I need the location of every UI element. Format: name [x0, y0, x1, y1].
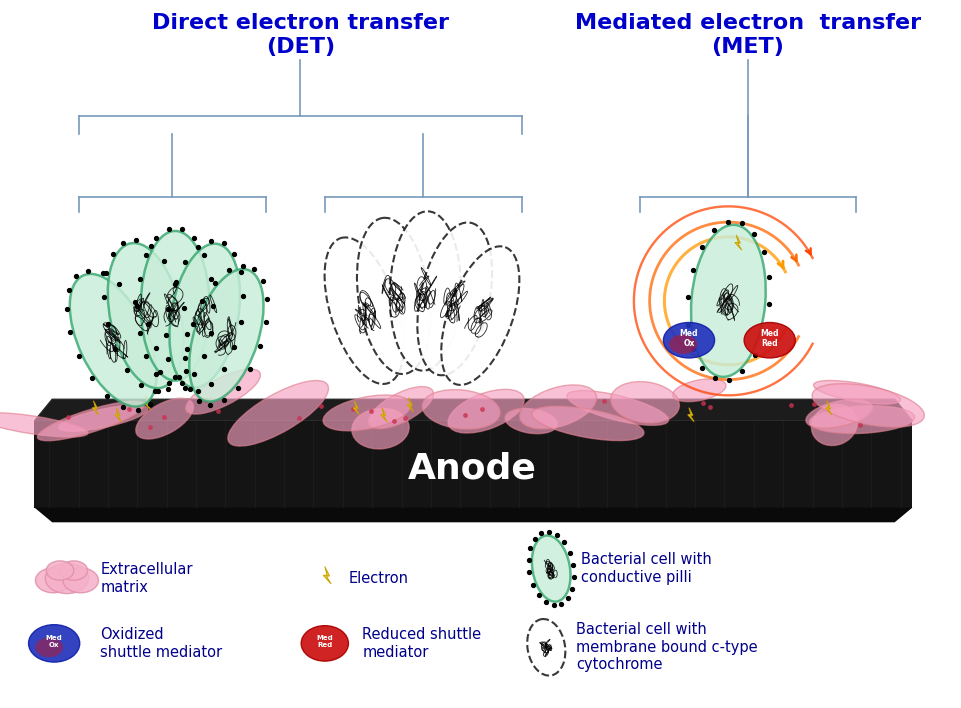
Ellipse shape — [531, 535, 570, 602]
Text: Med
Red: Med Red — [316, 635, 333, 648]
Ellipse shape — [140, 231, 209, 381]
Ellipse shape — [368, 387, 433, 429]
Polygon shape — [323, 566, 331, 584]
Text: Med
Red: Med Red — [760, 329, 778, 348]
Ellipse shape — [811, 384, 924, 427]
Ellipse shape — [566, 391, 668, 426]
Text: Oxidized
shuttle mediator: Oxidized shuttle mediator — [100, 627, 222, 660]
Text: Bacterial cell with
membrane bound c-type
cytochrome: Bacterial cell with membrane bound c-typ… — [576, 622, 756, 672]
Ellipse shape — [422, 389, 500, 429]
Text: Reduced shuttle
mediator: Reduced shuttle mediator — [362, 627, 480, 660]
Ellipse shape — [527, 619, 565, 675]
Ellipse shape — [668, 334, 697, 354]
Ellipse shape — [59, 405, 148, 431]
Ellipse shape — [185, 369, 260, 414]
Text: Extracellular
matrix: Extracellular matrix — [100, 562, 193, 595]
Text: Electron: Electron — [348, 571, 408, 586]
Ellipse shape — [744, 323, 795, 358]
Text: Med
Ox: Med Ox — [679, 329, 698, 348]
Ellipse shape — [805, 399, 872, 428]
Ellipse shape — [531, 406, 643, 440]
Polygon shape — [35, 399, 911, 421]
Ellipse shape — [357, 218, 430, 374]
Ellipse shape — [228, 380, 328, 446]
Polygon shape — [92, 401, 99, 415]
Polygon shape — [825, 401, 831, 415]
Ellipse shape — [60, 561, 87, 580]
Ellipse shape — [810, 404, 856, 445]
Ellipse shape — [690, 224, 765, 377]
Ellipse shape — [0, 413, 87, 437]
Ellipse shape — [62, 568, 98, 593]
Ellipse shape — [70, 274, 157, 406]
Ellipse shape — [441, 246, 519, 385]
Ellipse shape — [813, 380, 899, 404]
Ellipse shape — [108, 243, 184, 388]
Ellipse shape — [29, 624, 80, 662]
Polygon shape — [114, 408, 121, 422]
Ellipse shape — [189, 269, 263, 401]
Ellipse shape — [46, 561, 74, 580]
Ellipse shape — [323, 395, 410, 430]
Ellipse shape — [45, 564, 88, 593]
Polygon shape — [353, 401, 359, 415]
Ellipse shape — [37, 401, 144, 440]
Polygon shape — [35, 508, 911, 523]
Ellipse shape — [389, 211, 460, 371]
Ellipse shape — [352, 409, 408, 449]
Polygon shape — [407, 398, 413, 412]
Polygon shape — [144, 396, 151, 410]
Polygon shape — [35, 421, 911, 508]
Ellipse shape — [448, 389, 524, 433]
Ellipse shape — [519, 385, 596, 429]
Ellipse shape — [663, 323, 714, 358]
Text: Anode: Anode — [407, 451, 536, 485]
Polygon shape — [734, 235, 741, 250]
Ellipse shape — [301, 626, 348, 661]
Text: Med
Ox: Med Ox — [46, 635, 62, 648]
Ellipse shape — [808, 406, 914, 433]
Ellipse shape — [136, 398, 193, 439]
Ellipse shape — [672, 379, 726, 401]
Ellipse shape — [417, 222, 492, 375]
Polygon shape — [687, 408, 694, 422]
Ellipse shape — [36, 637, 62, 657]
Ellipse shape — [169, 244, 240, 387]
Ellipse shape — [324, 237, 404, 384]
Text: Bacterial cell with
conductive pilli: Bacterial cell with conductive pilli — [580, 552, 711, 585]
Text: Mediated electron  transfer
(MET): Mediated electron transfer (MET) — [575, 13, 921, 57]
Ellipse shape — [36, 568, 71, 593]
Ellipse shape — [505, 409, 556, 434]
Text: Direct electron transfer
(DET): Direct electron transfer (DET) — [152, 13, 448, 57]
Polygon shape — [381, 408, 386, 422]
Ellipse shape — [610, 382, 678, 423]
